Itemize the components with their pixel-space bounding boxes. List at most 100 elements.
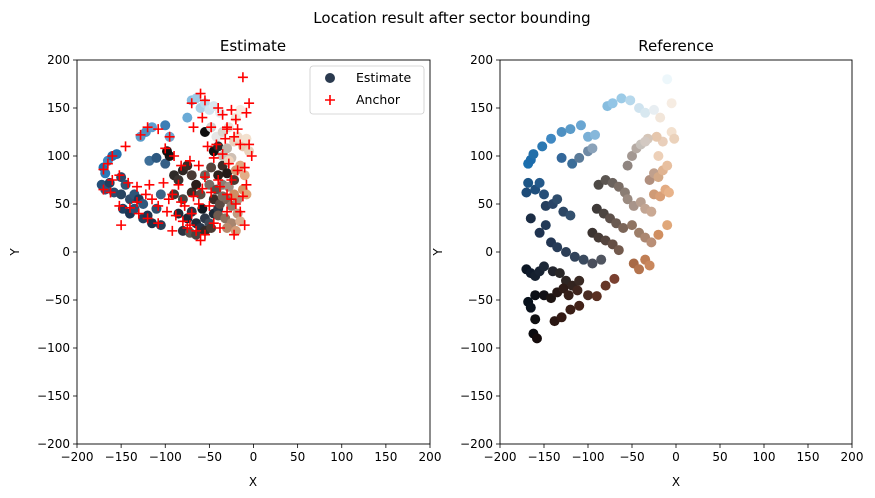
reference-point	[627, 151, 637, 161]
estimate-point	[222, 168, 233, 179]
reference-point	[561, 247, 571, 257]
estimate-point	[222, 223, 233, 233]
reference-point	[556, 152, 567, 163]
reference-point	[669, 133, 680, 144]
reference-points-layer	[521, 74, 680, 344]
estimate-anchor-point	[214, 181, 225, 192]
estimate-point	[239, 170, 250, 181]
estimate-anchor-point	[213, 175, 224, 185]
estimate-y-tick-label: −150	[37, 389, 70, 403]
estimate-point	[191, 179, 202, 190]
estimate-y-tick-label: 100	[47, 149, 70, 163]
reference-x-tick-label: 0	[672, 450, 680, 464]
reference-point	[574, 275, 585, 286]
estimate-anchor-point	[197, 112, 208, 123]
estimate-point	[191, 93, 202, 104]
estimate-anchor-point	[208, 152, 219, 163]
reference-y-tick-label: −150	[460, 389, 493, 403]
reference-point	[530, 290, 541, 301]
reference-point	[622, 160, 633, 171]
estimate-anchor-point	[206, 187, 217, 198]
estimate-anchor-point	[195, 88, 206, 99]
estimate-anchor-point	[199, 95, 210, 106]
reference-point	[662, 74, 673, 85]
estimate-anchor-point	[182, 223, 193, 233]
reference-point	[590, 129, 601, 140]
estimate-anchor-point	[177, 216, 188, 227]
reference-y-tick-label: 150	[470, 101, 493, 115]
estimate-anchor-point	[235, 206, 246, 217]
reference-point	[662, 220, 673, 231]
estimate-anchor-point	[229, 131, 240, 142]
reference-point	[640, 136, 651, 147]
estimate-anchor-point	[153, 218, 164, 229]
reference-point	[574, 300, 585, 311]
reference-point	[546, 133, 557, 144]
reference-point	[525, 213, 536, 224]
estimate-anchor-point	[132, 181, 143, 192]
reference-point	[591, 291, 602, 302]
reference-axes-frame	[499, 59, 853, 445]
estimate-anchor-point	[222, 206, 233, 217]
estimate-point	[182, 112, 193, 123]
reference-x-tick-label: −100	[572, 450, 605, 464]
reference-point	[655, 191, 666, 202]
estimate-point	[206, 223, 217, 233]
estimate-anchor-point	[246, 151, 257, 161]
reference-point	[521, 187, 532, 198]
reference-point	[622, 194, 633, 205]
reference-point	[534, 177, 545, 188]
estimate-anchor-point	[211, 139, 222, 150]
estimate-anchor-point	[202, 141, 213, 152]
reference-y-tick-label: 0	[485, 245, 493, 259]
reference-point	[554, 268, 565, 279]
estimate-x-tick-label: 200	[419, 450, 442, 464]
reference-point	[651, 131, 662, 142]
reference-point	[618, 223, 629, 233]
estimate-y-tick-label: −50	[45, 293, 70, 307]
reference-y-tick-label: 100	[470, 149, 493, 163]
estimate-anchor-point	[222, 122, 233, 133]
reference-point	[596, 254, 607, 265]
reference-x-tick-label: 200	[841, 450, 864, 464]
estimate-anchor-point	[230, 114, 241, 125]
reference-point	[644, 260, 655, 271]
reference-point	[539, 189, 549, 200]
estimate-x-tick-label: 50	[290, 450, 305, 464]
estimate-anchor-point	[142, 122, 153, 133]
estimate-anchor-point	[133, 208, 144, 219]
estimate-anchor-point	[184, 155, 195, 166]
figure-suptitle: Location result after sector bounding	[313, 9, 590, 27]
reference-point	[591, 203, 602, 214]
reference-point	[587, 143, 598, 154]
estimate-anchor-point	[135, 129, 146, 140]
reference-point	[565, 210, 576, 221]
estimate-anchor-point	[222, 189, 233, 200]
reference-point	[662, 160, 673, 171]
estimate-anchor-point	[98, 184, 109, 195]
estimate-anchor-point	[116, 220, 127, 231]
legend-frame	[309, 65, 425, 115]
reference-x-tick-label: 50	[712, 450, 727, 464]
reference-x-tick-label: −200	[484, 450, 517, 464]
reference-point	[600, 280, 611, 291]
estimate-anchor-point	[162, 206, 173, 217]
estimate-y-tick-label: −200	[37, 437, 70, 451]
reference-point	[574, 152, 585, 163]
estimate-anchor-point	[241, 107, 252, 118]
legend-anchor-label: Anchor	[356, 92, 401, 107]
reference-point	[537, 141, 548, 152]
estimate-point	[235, 160, 246, 171]
estimate-anchor-point	[235, 139, 246, 150]
estimate-y-tick-label: 200	[47, 53, 70, 67]
estimate-point	[186, 170, 197, 181]
estimate-x-tick-label: −100	[149, 450, 182, 464]
estimate-point	[151, 152, 162, 163]
reference-axes: Reference −200 −150 −100 −50 0 50 100 150 200 −20…	[431, 37, 863, 489]
reference-point	[556, 127, 567, 137]
legend-anchor-marker	[325, 95, 335, 105]
estimate-point	[147, 218, 158, 229]
reference-point	[552, 242, 563, 253]
estimate-anchor-point	[237, 191, 248, 202]
